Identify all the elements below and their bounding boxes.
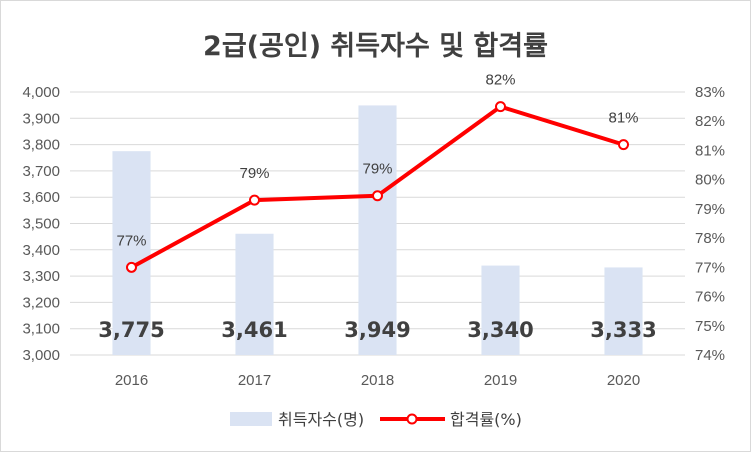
line-value-label: 82% — [485, 72, 515, 89]
chart-title: 2급(공인) 취득자수 및 합격률 — [203, 31, 548, 62]
bar-series — [112, 105, 643, 356]
x-axis-tick-label: 2016 — [115, 372, 148, 389]
x-axis-tick-label: 2018 — [361, 372, 394, 389]
bar-value-labels: 3,775 3,461 3,949 3,340 3,333 — [98, 318, 656, 342]
x-axis-ticks: 2016 2017 2018 2019 2020 — [115, 372, 640, 389]
left-axis-tick-label: 3,400 — [22, 242, 60, 259]
x-axis-tick-label: 2017 — [238, 372, 271, 389]
bar-value-label: 3,340 — [467, 318, 533, 342]
line-marker — [618, 139, 629, 151]
right-axis-tick-label: 75% — [695, 318, 725, 335]
bar — [481, 265, 520, 355]
line-value-labels: 77% 79% 79% 82% 81% — [116, 72, 638, 250]
right-axis-tick-label: 82% — [695, 113, 725, 130]
bar-value-label: 3,461 — [221, 318, 287, 342]
left-axis-tick-label: 3,000 — [22, 347, 60, 364]
bar — [604, 267, 643, 355]
x-axis-tick-label: 2019 — [484, 372, 517, 389]
right-axis-tick-label: 76% — [695, 289, 725, 306]
line-value-label: 81% — [608, 110, 638, 127]
left-axis-tick-label: 3,800 — [22, 137, 60, 154]
right-axis-tick-label: 77% — [695, 259, 725, 276]
line-marker — [372, 190, 383, 202]
right-axis-tick-label: 78% — [695, 230, 725, 247]
bar — [112, 151, 151, 355]
line-value-label: 77% — [116, 232, 146, 249]
legend-swatch-marker — [406, 413, 418, 425]
left-axis-tick-label: 3,100 — [22, 321, 60, 338]
right-axis-tick-label: 74% — [695, 347, 725, 364]
left-axis-tick-label: 4,000 — [22, 84, 60, 101]
left-axis-tick-label: 3,300 — [22, 268, 60, 285]
bar — [358, 105, 397, 356]
x-axis-tick-label: 2020 — [607, 372, 640, 389]
left-axis-tick-label: 3,600 — [22, 189, 60, 206]
legend-label-line: 합격률(%) — [450, 410, 522, 429]
right-axis-tick-label: 83% — [695, 84, 725, 101]
line-marker — [126, 261, 137, 273]
right-axis-tick-label: 80% — [695, 172, 725, 189]
right-axis-tick-label: 81% — [695, 142, 725, 159]
bar-value-label: 3,949 — [344, 318, 410, 342]
bar-value-label: 3,333 — [590, 318, 656, 342]
line-value-label: 79% — [362, 161, 392, 178]
left-axis-tick-label: 3,200 — [22, 294, 60, 311]
bar-value-label: 3,775 — [98, 318, 164, 342]
left-axis-ticks: 3,000 3,100 3,200 3,300 3,400 3,500 3,600 3,700… — [22, 84, 60, 364]
legend-label-bar: 취득자수(명) — [278, 410, 364, 429]
left-axis-tick-label: 3,700 — [22, 163, 60, 180]
line-marker — [495, 101, 506, 113]
right-axis-ticks: 74% 75% 76% 77% 78% 79% 80% 81% 82% 83% — [695, 84, 725, 364]
left-axis-tick-label: 3,900 — [22, 110, 60, 127]
legend: 취득자수(명) 합격률(%) — [230, 410, 522, 429]
line-value-label: 79% — [239, 165, 269, 182]
legend-swatch-bar — [230, 412, 272, 426]
left-axis-tick-label: 3,500 — [22, 216, 60, 233]
right-axis-tick-label: 79% — [695, 201, 725, 218]
bar — [235, 233, 274, 355]
line-marker — [249, 194, 260, 206]
line-series — [126, 101, 629, 273]
